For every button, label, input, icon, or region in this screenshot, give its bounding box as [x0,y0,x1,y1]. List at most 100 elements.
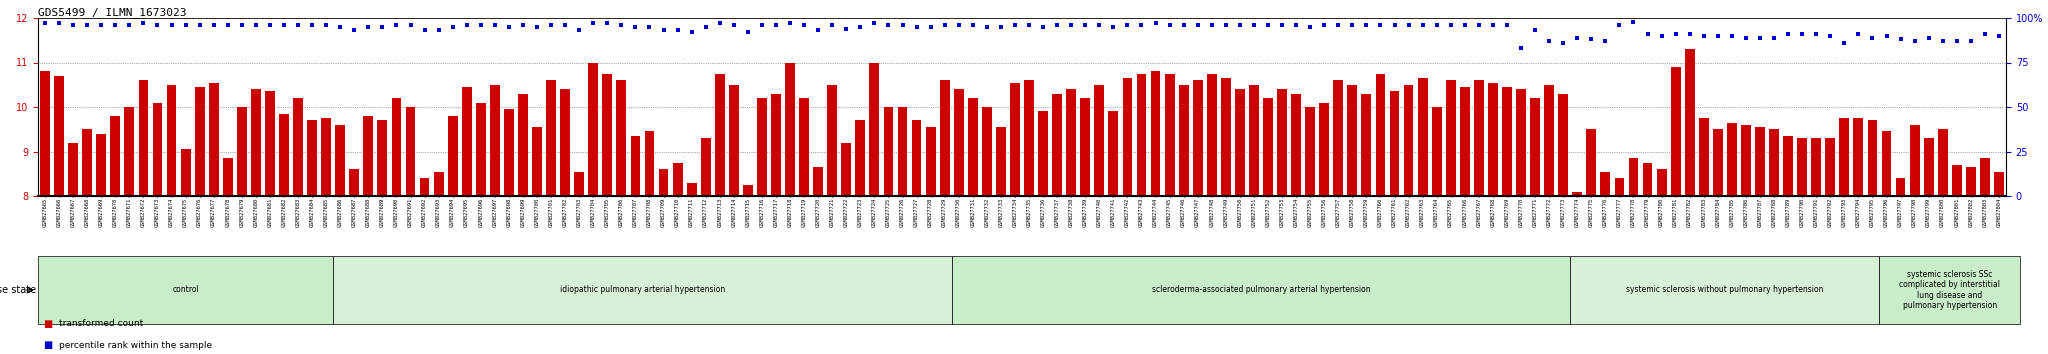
Point [985,24,1018,30]
Point [156,22,188,28]
Bar [547,80,555,196]
Point [1630,31,1663,37]
Bar [616,80,627,196]
Point [731,29,764,35]
Point [127,21,160,26]
Point [1139,21,1171,26]
Point [1645,33,1677,39]
Point [901,24,934,30]
Bar [995,127,1006,196]
Point [1939,38,1972,44]
Point [971,24,1004,30]
Bar [1755,127,1765,196]
Bar [1206,74,1217,196]
Bar [362,116,373,196]
Bar [1403,85,1413,196]
Bar [1853,118,1864,196]
Bar [475,103,485,196]
Bar [293,98,303,196]
Bar [82,129,92,196]
Bar [700,138,711,196]
Point [182,22,215,28]
Bar [1671,67,1681,196]
Point [1731,35,1763,40]
Bar [1290,94,1300,196]
Bar [504,109,514,196]
Bar [883,107,893,196]
Bar [532,127,543,196]
Point [662,28,694,33]
Text: ■: ■ [43,319,53,329]
Bar [645,131,655,196]
Bar [659,169,668,196]
Bar [1264,98,1274,196]
Point [1870,33,1903,39]
Bar [406,107,416,196]
Bar [1122,78,1133,196]
Point [1223,22,1255,28]
Bar [743,185,754,196]
Point [309,22,342,28]
Point [211,22,244,28]
Point [268,22,301,28]
Point [1069,22,1102,28]
Bar [350,169,358,196]
Point [999,22,1032,28]
Point [1743,35,1776,40]
Bar [1460,87,1470,196]
Bar [926,127,936,196]
Point [1982,33,2015,39]
Bar [461,87,471,196]
Point [1688,33,1720,39]
Bar [1235,89,1245,196]
Bar [1165,74,1174,196]
Bar [1446,80,1456,196]
Point [141,22,174,28]
Bar [1980,158,1991,196]
Bar [420,178,430,196]
Bar [1559,94,1569,196]
Bar [252,89,260,196]
Bar [1489,82,1497,196]
Bar [1657,169,1667,196]
Bar [969,98,977,196]
Point [788,22,821,28]
Bar [1700,118,1708,196]
Text: GDS5499 / ILMN_1673023: GDS5499 / ILMN_1673023 [39,7,186,18]
Point [113,22,145,28]
Bar [1319,103,1329,196]
Bar [1053,94,1063,196]
Point [1364,22,1397,28]
Bar [1599,172,1610,196]
Point [367,24,399,30]
Point [815,22,848,28]
Bar [573,172,584,196]
Point [618,24,651,30]
Bar [1544,85,1554,196]
Bar [1348,85,1358,196]
Text: scleroderma-associated pulmonary arterial hypertension: scleroderma-associated pulmonary arteria… [1151,285,1370,295]
Point [578,21,610,26]
Bar [1094,85,1104,196]
Bar [1108,112,1118,196]
Bar [813,167,823,196]
Point [283,22,315,28]
Point [1434,22,1466,28]
Bar [715,74,725,196]
Point [1659,31,1692,37]
Bar [1192,80,1202,196]
Point [1040,22,1073,28]
Point [197,22,229,28]
Bar [1880,256,2019,324]
Point [1350,22,1382,28]
Bar [1038,112,1049,196]
Point [942,22,975,28]
Bar [1784,136,1794,196]
Point [1098,24,1130,30]
Bar [1010,82,1020,196]
Bar [1952,165,1962,196]
Bar [1501,87,1511,196]
Point [1182,22,1214,28]
Bar [1475,80,1485,196]
Bar [41,72,49,196]
